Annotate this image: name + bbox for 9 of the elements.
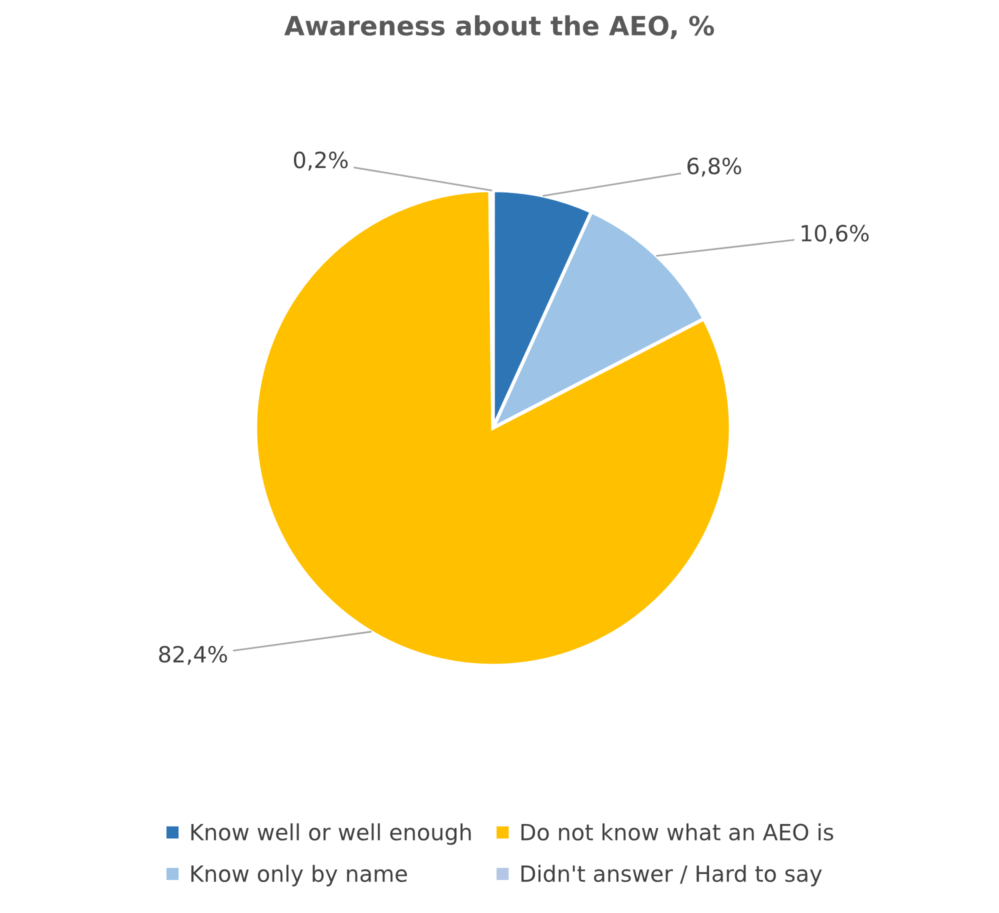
chart-title: Awareness about the AEO, % [284,15,714,40]
legend-label: Do not know what an AEO is [521,823,834,841]
legend-label: Know only by name [191,864,407,886]
data-label: 10,6% [802,224,869,244]
data-label: 82,4% [159,646,227,665]
data-label: 6,8% [687,158,742,177]
legend-label: Didn't answer / Hard to say [521,864,822,886]
legend-label: Know well or well enough [191,823,471,845]
data-label: 0,2% [294,152,348,171]
